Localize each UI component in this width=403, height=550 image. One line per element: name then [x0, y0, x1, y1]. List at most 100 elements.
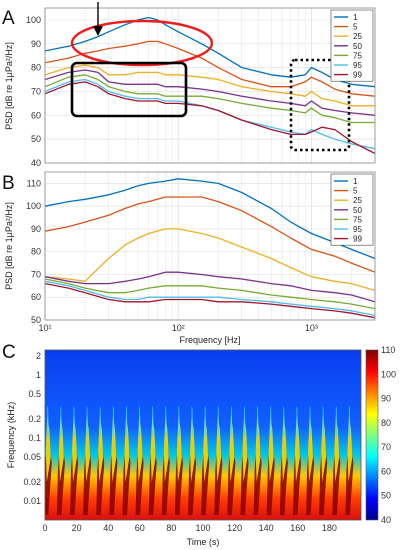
legend-label: 75: [353, 215, 362, 224]
pulse-mid: [242, 416, 248, 483]
legend-label: 75: [353, 51, 362, 60]
pulse-mid: [98, 416, 104, 483]
pulse-mid: [334, 416, 340, 483]
colorbar-tick-label: 70: [381, 442, 391, 452]
pulse-tip: [296, 405, 298, 439]
pulse-tip: [230, 405, 233, 439]
pulse-tip: [204, 405, 207, 439]
legend-box: [330, 9, 374, 82]
colorbar-tick-label: 40: [381, 515, 391, 525]
pulse-mid: [85, 416, 91, 483]
y-tick-label: 50: [31, 134, 41, 144]
pulse-mid: [229, 416, 235, 483]
pulse-tip: [309, 405, 312, 439]
series-line-25: [45, 228, 375, 292]
pulse-tip: [152, 405, 154, 439]
pulse-tip: [217, 405, 220, 439]
y-tick-label: 90: [31, 39, 41, 49]
colorbar-tick-label: 50: [381, 491, 391, 501]
x-tick-label: 80: [166, 523, 176, 533]
y-tick-label: 0.02: [23, 477, 41, 487]
y-tick-label: 60: [31, 110, 41, 120]
series-line-75: [45, 74, 375, 124]
series-line-75: [45, 278, 375, 310]
y-tick-label: 80: [31, 63, 41, 73]
legend-label: 50: [353, 206, 362, 215]
series-line-1: [45, 178, 375, 260]
pulse-tip: [283, 405, 285, 439]
pulse-tip: [244, 405, 246, 439]
y-tick-label: 80: [31, 247, 41, 257]
series-line-50: [45, 271, 375, 303]
pulse-mid: [216, 416, 222, 483]
colorbar-tick-label: 90: [381, 394, 391, 404]
y-tick-label: 40: [31, 158, 41, 168]
x-tick-label: 60: [135, 523, 145, 533]
y-tick-label: 1: [36, 370, 41, 380]
pulse-mid: [72, 416, 78, 483]
highlight-ellipse: [70, 19, 214, 67]
series-line-99: [45, 81, 375, 155]
pulse-tip: [322, 405, 325, 439]
pulse-mid: [308, 416, 314, 483]
pulse-mid: [203, 416, 209, 483]
legend-label: 50: [353, 42, 362, 51]
panel-a-annotations: [70, 2, 351, 152]
legend-label: 5: [353, 23, 358, 32]
x-tick-label: 160: [290, 523, 305, 533]
pulse-tip: [191, 405, 194, 439]
legend-label: 99: [353, 235, 362, 244]
series-line-99: [45, 282, 375, 319]
legend-label: 1: [353, 177, 358, 186]
panel-b-x-ticks: 10¹ 10² 10³: [38, 323, 317, 333]
panel-b-frame: [44, 171, 376, 321]
x-tick-label: 10²: [172, 323, 185, 333]
pulse-tip: [165, 405, 167, 439]
panel-a-y-label: PSD [dB re 1μPa²/Hz]: [4, 42, 14, 130]
legend-label: 95: [353, 225, 362, 234]
panel-a-label: A: [2, 8, 15, 29]
series-line-95: [45, 280, 375, 317]
panel-b-x-label: Frequency [Hz]: [179, 335, 240, 345]
y-tick-label: 50: [31, 315, 41, 325]
y-tick-label: 100: [26, 15, 41, 25]
x-tick-label: 0: [42, 523, 47, 533]
colorbar: [365, 349, 379, 521]
pulse-tip: [335, 405, 338, 439]
legend-label: 95: [353, 61, 362, 70]
pulse-tip: [99, 405, 102, 439]
series-line-5: [45, 196, 375, 273]
y-tick-label: 90: [31, 224, 41, 234]
pulse-tip: [112, 405, 115, 439]
panel-c: C 0.01 0.02 0.05 0.1 0.2 0.5 1 2 0 20 40 60 80 100 12…: [2, 342, 396, 547]
y-tick-label: 70: [31, 269, 41, 279]
y-tick-label: 110: [27, 178, 41, 188]
y-tick-label: 2: [36, 351, 41, 361]
pulse-tip: [47, 405, 49, 439]
colorbar-tick-label: 110: [381, 345, 395, 355]
panel-a-frame: [44, 7, 376, 164]
pulse-tip: [125, 405, 128, 439]
panel-c-x-ticks: 0 20 40 60 80 100 120 140 160 180: [42, 523, 336, 533]
legend-label: 25: [353, 196, 362, 205]
x-tick-label: 100: [195, 523, 210, 533]
colorbar-tick-label: 80: [381, 418, 391, 428]
x-tick-label: 140: [259, 523, 274, 533]
panel-c-label: C: [2, 342, 16, 363]
pulse-mid: [190, 416, 196, 483]
arrow-head-icon: [93, 26, 103, 36]
colorbar-tick-label: 100: [381, 369, 396, 379]
pulse-tip: [73, 405, 76, 439]
series-line-5: [45, 40, 375, 97]
pulse-tip: [86, 405, 89, 439]
pulse-mid: [281, 416, 287, 483]
panel-a: A 40 50 60 70 80 90 100 PSD [dB re 1μPa²/Hz] 1…: [2, 2, 376, 168]
x-tick-label: 10³: [305, 323, 318, 333]
x-tick-label: 10¹: [38, 323, 51, 333]
pulse-mid: [321, 416, 327, 483]
panel-c-y-ticks: 0.01 0.02 0.05 0.1 0.2 0.5 1 2: [23, 351, 41, 506]
highlight-box: [70, 61, 188, 118]
